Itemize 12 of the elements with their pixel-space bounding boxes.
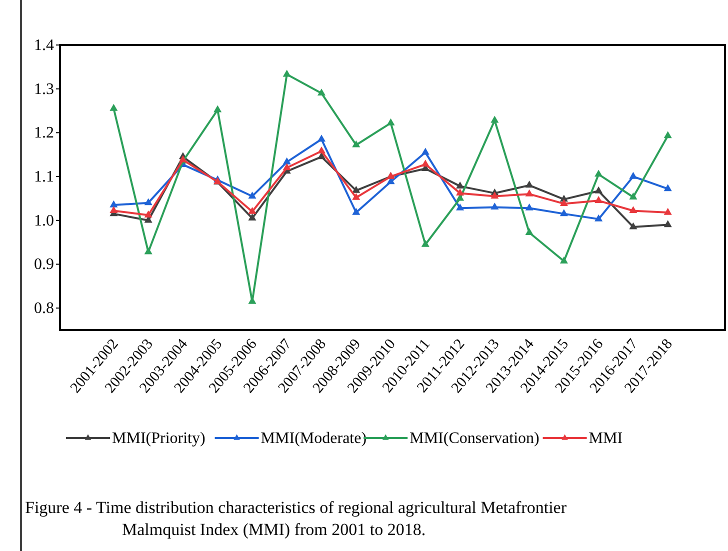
y-tick-label: 0.9 — [34, 256, 54, 274]
y-tick-label: 1.4 — [34, 37, 54, 54]
y-tick-label: 1.2 — [34, 124, 54, 142]
y-tick-label: 1.3 — [34, 80, 54, 98]
legend-label: MMI(Moderate) — [260, 430, 367, 447]
caption: Figure 4 - Time distribution characteristics of regional agricultural Metafrontier Malmquist Index (MMI) from 2001 to 2018. — [25, 498, 567, 539]
legend-label: MMI — [588, 430, 623, 447]
y-tick-label: 1.1 — [34, 168, 54, 186]
y-tick-label: 0.8 — [34, 300, 54, 318]
legend-label: MMI(Conservation) — [410, 430, 540, 447]
legend-label: MMI(Priority) — [112, 430, 206, 447]
y-tick-label: 1.0 — [34, 212, 54, 230]
